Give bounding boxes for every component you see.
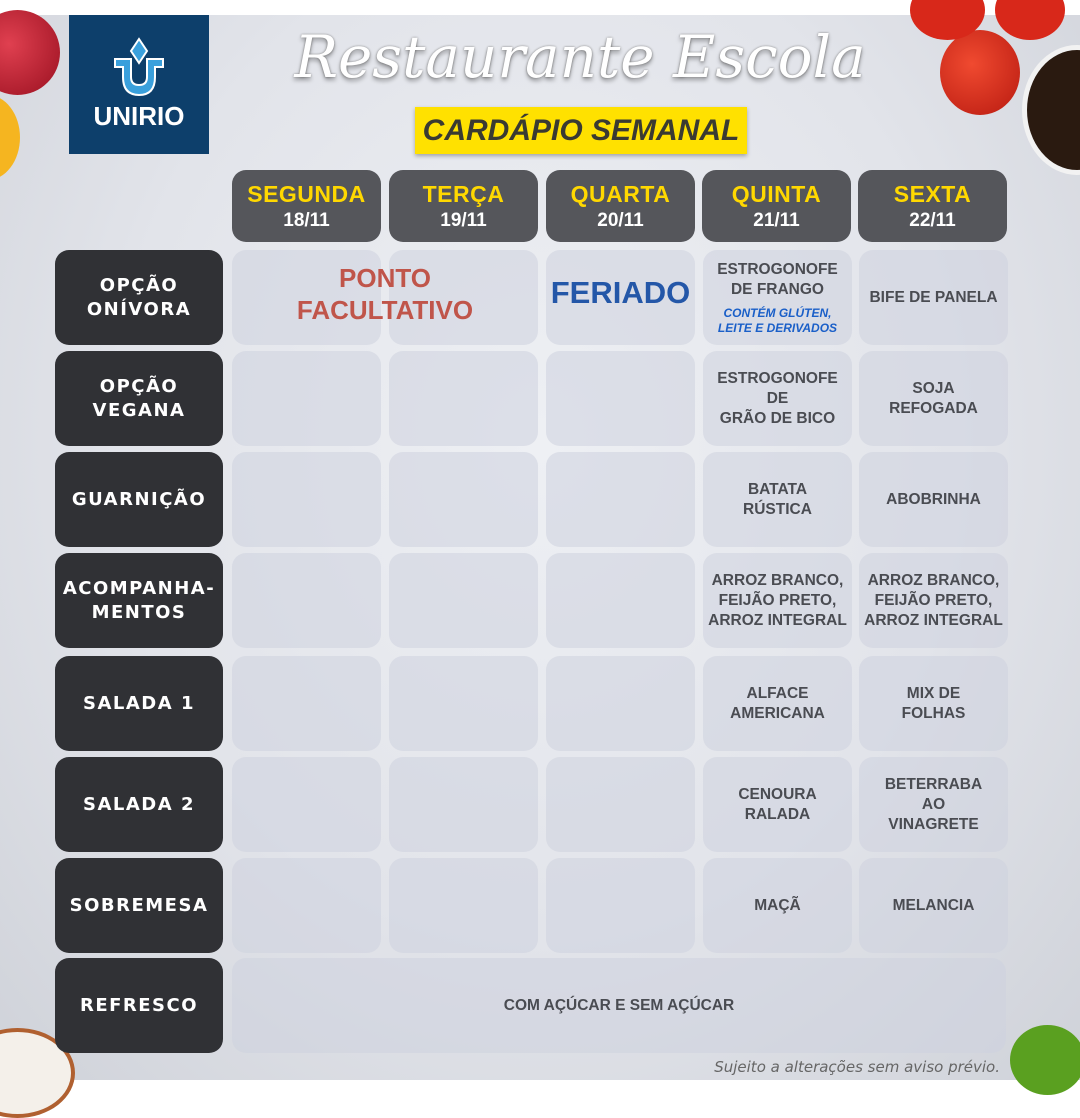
menu-cell-quinta: ALFACE AMERICANA [703, 656, 852, 751]
menu-item: MAÇÃ [754, 896, 801, 914]
menu-cell-empty [232, 656, 381, 751]
menu-cell-sexta: MELANCIA [859, 858, 1008, 953]
day-name: QUARTA [570, 181, 671, 207]
menu-cell-quinta: CENOURA RALADA [703, 757, 852, 852]
menu-item: ARROZ BRANCO, FEIJÃO PRETO, ARROZ INTEGR… [864, 571, 1003, 629]
menu-cell-sexta: MIX DE FOLHAS [859, 656, 1008, 751]
ponto-facultativo-notice: PONTO FACULTATIVO [296, 263, 474, 325]
page-subtitle: CARDÁPIO SEMANAL [415, 107, 747, 154]
menu-cell-empty [546, 452, 695, 547]
menu-cell-empty [389, 250, 538, 345]
row-label: SOBREMESA [55, 858, 223, 953]
menu-cell-empty [232, 351, 381, 446]
menu-item: SOJA REFOGADA [889, 379, 978, 417]
menu-cell-quinta: ARROZ BRANCO, FEIJÃO PRETO, ARROZ INTEGR… [703, 553, 852, 648]
day-name: SEGUNDA [247, 181, 366, 207]
row-label: SALADA 2 [55, 757, 223, 852]
menu-cell-sexta: ARROZ BRANCO, FEIJÃO PRETO, ARROZ INTEGR… [859, 553, 1008, 648]
menu-cell-all-days: COM AÇÚCAR E SEM AÇÚCAR [232, 958, 1006, 1053]
menu-cell-empty [389, 656, 538, 751]
menu-cell-empty [546, 656, 695, 751]
row-label: SALADA 1 [55, 656, 223, 751]
menu-cell-empty [232, 452, 381, 547]
unirio-logo: UNIRIO [69, 15, 209, 154]
row-label: OPÇÃO ONÍVORA [55, 250, 223, 345]
menu-cell-empty [389, 553, 538, 648]
page-title: Restaurante Escola [294, 23, 866, 91]
day-date: 20/11 [597, 210, 644, 231]
menu-cell-empty [232, 757, 381, 852]
menu-cell-empty [232, 858, 381, 953]
menu-cell-empty [389, 452, 538, 547]
allergen-note: CONTÉM GLÚTEN, LEITE E DERIVADOS [717, 305, 838, 335]
menu-item: MELANCIA [892, 896, 975, 914]
day-date: 21/11 [753, 210, 800, 231]
menu-cell-empty [546, 553, 695, 648]
row-label: REFRESCO [55, 958, 223, 1053]
menu-cell-empty [546, 757, 695, 852]
menu-cell-empty [546, 250, 695, 345]
menu-cell-empty [546, 858, 695, 953]
menu-item: ESTROGONOFE DE FRANGO [717, 260, 838, 298]
day-name: QUINTA [731, 181, 822, 207]
menu-cell-sexta: BIFE DE PANELA [859, 250, 1008, 345]
day-header-quinta: QUINTA 21/11 [702, 170, 851, 242]
menu-cell-quinta: MAÇÃ [703, 858, 852, 953]
menu-item: ESTROGONOFE DE GRÃO DE BICO [717, 369, 838, 427]
row-label: OPÇÃO VEGANA [55, 351, 223, 446]
tomato-decoration [940, 30, 1020, 115]
menu-cell-quinta: BATATA RÚSTICA [703, 452, 852, 547]
menu-item: BIFE DE PANELA [869, 288, 998, 306]
orange-decoration [0, 95, 20, 180]
basil-decoration [1010, 1025, 1080, 1095]
menu-cell-sexta: SOJA REFOGADA [859, 351, 1008, 446]
day-header-sexta: SEXTA 22/11 [858, 170, 1007, 242]
footer-disclaimer: Sujeito a alterações sem aviso prévio. [714, 1058, 1000, 1076]
day-date: 19/11 [440, 210, 487, 231]
row-label: ACOMPANHA- MENTOS [55, 553, 223, 648]
day-name: SEXTA [893, 181, 972, 207]
day-name: TERÇA [422, 181, 505, 207]
menu-item: ABOBRINHA [886, 490, 981, 508]
unirio-emblem-icon [114, 37, 164, 97]
menu-item: CENOURA RALADA [738, 785, 817, 823]
menu-cell-empty [546, 351, 695, 446]
day-header-segunda: SEGUNDA 18/11 [232, 170, 381, 242]
menu-cell-empty [389, 351, 538, 446]
menu-cell-quinta: ESTROGONOFE DE GRÃO DE BICO [703, 351, 852, 446]
menu-cell-empty [389, 858, 538, 953]
menu-cell-sexta: BETERRABA AO VINAGRETE [859, 757, 1008, 852]
feriado-notice: FERIADO [550, 275, 691, 310]
menu-item: BATATA RÚSTICA [743, 480, 812, 518]
logo-text: UNIRIO [93, 101, 185, 131]
menu-cell-empty [232, 250, 381, 345]
day-header-quarta: QUARTA 20/11 [546, 170, 695, 242]
day-date: 22/11 [909, 210, 956, 231]
menu-cell-empty [232, 553, 381, 648]
menu-item: ARROZ BRANCO, FEIJÃO PRETO, ARROZ INTEGR… [708, 571, 847, 629]
menu-item: BETERRABA AO VINAGRETE [884, 775, 983, 833]
menu-item: MIX DE FOLHAS [901, 684, 966, 722]
menu-cell-sexta: ABOBRINHA [859, 452, 1008, 547]
row-label: GUARNIÇÃO [55, 452, 223, 547]
menu-cell-quinta: ESTROGONOFE DE FRANGO CONTÉM GLÚTEN, LEIT… [703, 250, 852, 345]
day-header-terca: TERÇA 19/11 [389, 170, 538, 242]
menu-item: ALFACE AMERICANA [730, 684, 825, 722]
menu-cell-empty [389, 757, 538, 852]
day-date: 18/11 [283, 210, 330, 231]
